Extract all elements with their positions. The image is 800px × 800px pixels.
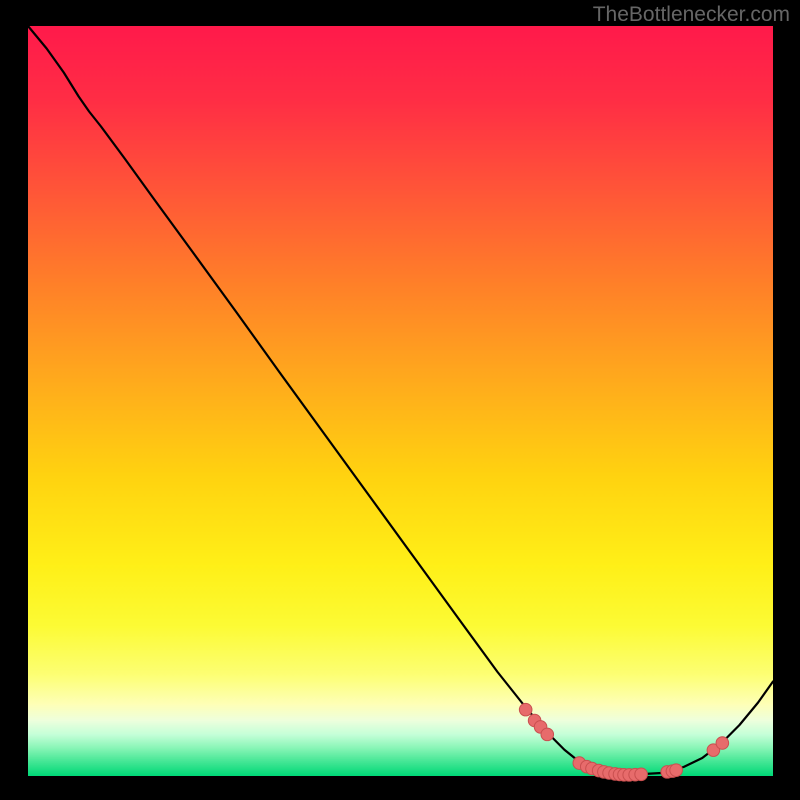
data-marker bbox=[635, 768, 648, 781]
curve-layer bbox=[28, 26, 773, 776]
data-marker bbox=[541, 728, 554, 741]
chart-container: TheBottlenecker.com bbox=[0, 0, 800, 800]
data-marker bbox=[670, 764, 683, 777]
data-marker bbox=[716, 737, 729, 750]
watermark-text: TheBottlenecker.com bbox=[593, 3, 790, 27]
data-marker bbox=[519, 703, 532, 716]
bottleneck-curve bbox=[28, 26, 773, 775]
plot-area bbox=[28, 26, 773, 776]
